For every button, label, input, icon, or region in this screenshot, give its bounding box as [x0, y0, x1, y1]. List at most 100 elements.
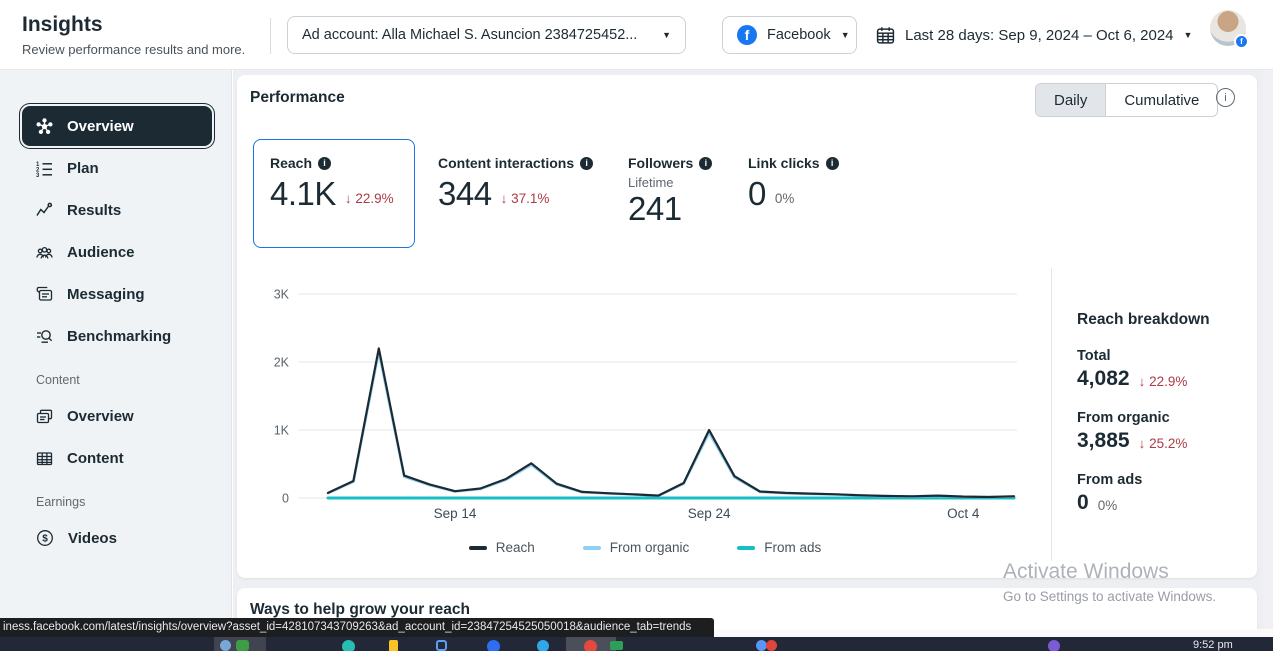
breakdown-row-label: From organic: [1077, 410, 1170, 426]
left-sidebar: Overview 1 2 3 Plan: [0, 70, 232, 651]
top-header: Insights Review performance results and …: [0, 0, 1273, 70]
taskbar-highlighted-tile[interactable]: [566, 637, 616, 651]
ads-series-swatch: [737, 545, 756, 550]
breakdown-row-value: 4,082: [1077, 367, 1130, 390]
sidebar-item-overview[interactable]: Overview: [22, 106, 212, 146]
sidebar-item-audience[interactable]: Audience: [22, 238, 212, 266]
facebook-logo-icon: f: [737, 25, 757, 45]
daily-cumulative-toggle: Daily Cumulative: [1035, 83, 1219, 117]
taskbar-icon[interactable]: [537, 640, 549, 651]
windows-taskbar: 9:52 pm: [0, 637, 1273, 651]
legend-item-from-ads[interactable]: From ads: [737, 540, 821, 555]
browser-bottom-edge: [714, 629, 1273, 637]
dollar-circle-icon: $: [36, 529, 54, 547]
svg-text:Oct 4: Oct 4: [947, 506, 980, 521]
breakdown-row-delta: ↓ 0%: [1097, 498, 1118, 513]
svg-text:Sep 24: Sep 24: [688, 506, 731, 521]
legend-item-reach[interactable]: Reach: [468, 540, 535, 555]
metric-content-interactions[interactable]: Content interactions i 344 ↓ 37.1%: [438, 155, 594, 212]
sidebar-item-label: Overview: [67, 407, 134, 425]
numbered-list-icon: 1 2 3: [36, 160, 53, 177]
sidebar-item-label: Benchmarking: [67, 327, 172, 345]
svg-text:0: 0: [282, 492, 289, 506]
search-lines-icon: [36, 328, 53, 345]
breakdown-row-label: From ads: [1077, 472, 1143, 488]
taskbar-icon[interactable]: [610, 641, 623, 650]
taskbar-clock[interactable]: 9:52 pm: [1193, 639, 1233, 651]
breakdown-row-delta: ↓ 25.2%: [1138, 436, 1188, 451]
metric-delta: ↓ 0%: [774, 190, 795, 206]
breakdown-row-label: Total: [1077, 348, 1111, 364]
sidebar-item-results[interactable]: Results: [22, 196, 212, 224]
breakdown-row-value: 0: [1077, 491, 1089, 514]
down-arrow-icon: ↓: [344, 190, 356, 206]
toggle-daily[interactable]: Daily: [1036, 84, 1107, 116]
sidebar-item-benchmarking[interactable]: Benchmarking: [22, 322, 212, 350]
performance-card: Performance Daily Cumulative i Reach i 4…: [237, 75, 1257, 578]
svg-text:2K: 2K: [274, 356, 290, 370]
metric-label: Content interactions: [438, 155, 575, 171]
vertical-scrollbar[interactable]: [1263, 70, 1273, 637]
sidebar-item-label: Videos: [68, 529, 117, 547]
platform-dropdown[interactable]: f Facebook ▼: [722, 16, 857, 54]
info-icon[interactable]: i: [1216, 88, 1235, 107]
toggle-cumulative[interactable]: Cumulative: [1124, 91, 1200, 109]
taskbar-icon[interactable]: [1048, 640, 1060, 651]
svg-text:3: 3: [36, 173, 40, 177]
breakdown-row-delta: ↓ 22.9%: [1138, 374, 1188, 389]
sidebar-item-label: Plan: [67, 159, 99, 177]
sidebar-item-videos[interactable]: $ Videos: [22, 524, 212, 552]
metric-card-reach[interactable]: Reach i 4.1K ↓ 22.9%: [253, 139, 415, 248]
legend-label: From organic: [609, 540, 690, 555]
sidebar-item-content[interactable]: Content: [22, 444, 212, 472]
taskbar-icon[interactable]: [389, 640, 398, 651]
sidebar-section-earnings: Earnings: [36, 495, 86, 509]
down-arrow-icon: ↓: [1138, 374, 1150, 389]
taskbar-icon[interactable]: [487, 640, 500, 651]
sidebar-item-messaging[interactable]: Messaging: [22, 280, 212, 308]
performance-section-title: Performance: [250, 89, 345, 106]
sidebar-item-label: Messaging: [67, 285, 145, 303]
sidebar-section-content: Content: [36, 373, 80, 387]
date-range-picker[interactable]: Last 28 days: Sep 9, 2024 – Oct 6, 2024 …: [876, 16, 1192, 54]
legend-label: From ads: [764, 540, 822, 555]
profile-avatar[interactable]: f: [1210, 10, 1249, 49]
trend-line-icon: [36, 202, 53, 219]
svg-text:1: 1: [36, 162, 40, 168]
header-divider: [270, 18, 271, 54]
taskbar-icon[interactable]: [766, 640, 777, 651]
metric-label: Link clicks: [748, 155, 820, 171]
chat-cards-icon: [36, 286, 53, 303]
taskbar-icon[interactable]: [756, 640, 767, 651]
taskbar-active-app-tile[interactable]: [214, 637, 266, 651]
taskbar-icon[interactable]: [436, 640, 447, 651]
svg-text:$: $: [42, 534, 48, 545]
info-icon: i: [699, 156, 713, 170]
taskbar-icon: [220, 640, 231, 651]
metric-value: 241: [628, 190, 682, 227]
metric-label: Followers: [628, 155, 694, 171]
info-icon: i: [825, 156, 839, 170]
caret-down-icon: ▼: [840, 30, 850, 40]
sidebar-item-plan[interactable]: 1 2 3 Plan: [22, 154, 212, 182]
facebook-badge-icon: f: [1234, 34, 1249, 49]
calendar-icon: [876, 26, 895, 45]
down-arrow-icon: ↓: [1138, 436, 1150, 451]
ad-account-dropdown[interactable]: Ad account: Alla Michael S. Asuncion 238…: [287, 16, 686, 54]
metric-delta: ↓ 22.9%: [344, 190, 394, 206]
organic-series-swatch: [582, 545, 601, 550]
page-title: Insights: [22, 13, 103, 36]
metric-link-clicks[interactable]: Link clicks i 0 ↓ 0%: [748, 155, 839, 212]
metric-value: 344: [438, 175, 492, 212]
browser-status-url: iness.facebook.com/latest/insights/overv…: [0, 618, 714, 637]
legend-item-from-organic[interactable]: From organic: [582, 540, 690, 555]
taskbar-icon[interactable]: [342, 640, 355, 651]
sidebar-item-content-overview[interactable]: Overview: [22, 402, 212, 430]
breakdown-divider: [1051, 268, 1052, 561]
metric-followers[interactable]: Followers i Lifetime 241: [628, 155, 713, 227]
sidebar-item-label: Content: [67, 449, 124, 467]
info-icon: i: [318, 156, 332, 170]
breakdown-row-value: 3,885: [1077, 429, 1130, 452]
metric-delta: ↓ 37.1%: [500, 190, 550, 206]
